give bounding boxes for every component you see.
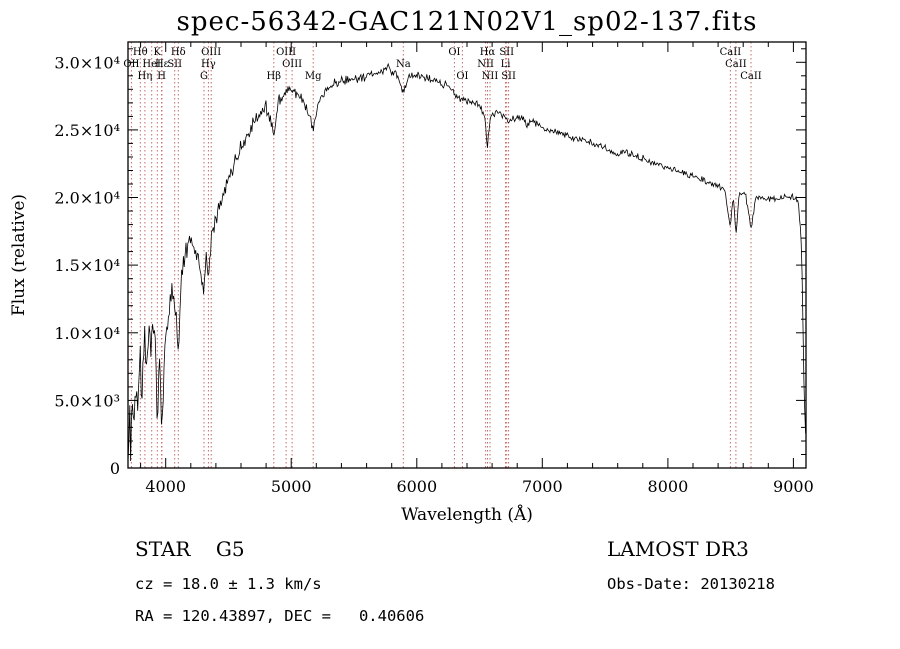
spectral-line-label: CaII	[725, 59, 747, 70]
spectral-line-label: OIII	[201, 47, 221, 58]
y-tick-label: 2.5×10⁴	[54, 121, 120, 140]
spectral-line-label: Hβ	[267, 71, 282, 82]
x-axis-label: Wavelength (Å)	[401, 504, 533, 525]
spectral-line-label: K	[154, 47, 162, 58]
spectral-line-label: Hδ	[171, 47, 186, 58]
spectral-line-label: SII	[501, 71, 516, 82]
spectral-line-label: NII	[482, 71, 499, 82]
spectral-line-label: SII	[499, 47, 514, 58]
spectral-line-label: Na	[396, 59, 411, 70]
spectral-line-label: OIII	[282, 59, 302, 70]
y-tick-label: 2.0×10⁴	[54, 189, 120, 208]
spectral-line-label: Hγ	[201, 59, 216, 70]
plot-frame	[127, 41, 807, 469]
y-tick-label: 1.0×10⁴	[54, 324, 120, 343]
y-tick-label: 5.0×10³	[54, 391, 120, 410]
spectral-line-label: Hθ	[133, 47, 148, 58]
spectral-line-label: OII	[123, 59, 139, 70]
spectral-line-label: Hη	[138, 71, 153, 82]
survey-label: LAMOST DR3	[607, 537, 749, 561]
spectral-line-label: Li	[501, 59, 511, 70]
y-tick-label: 3.0×10⁴	[54, 53, 120, 72]
x-tick-label: 5000	[271, 477, 312, 496]
spectral-line-label: CaII	[720, 47, 742, 58]
x-tick-label: 8000	[648, 477, 689, 496]
spectral-line-label: OIII	[276, 47, 296, 58]
spectral-line-label: Mg	[305, 71, 322, 82]
spectral-line-label: CaII	[740, 71, 762, 82]
spectral-line-label: SII	[167, 59, 182, 70]
chart-layer: 4000 5000 6000 7000 8000 9000 0 5.0×10³ 1.0×10⁴ 1…	[54, 41, 814, 496]
y-tick-label: 1.5×10⁴	[54, 256, 120, 275]
obs-date-label: Obs-Date: 20130218	[607, 575, 775, 593]
y-axis-label: Flux (relative)	[9, 194, 29, 316]
spectral-line-label: Hε	[155, 59, 169, 70]
x-tick-label: 6000	[396, 477, 437, 496]
coords-label: RA = 120.43897, DEC = 0.40606	[135, 607, 424, 625]
x-tick-label: 9000	[773, 477, 814, 496]
x-tick-label: 7000	[522, 477, 563, 496]
spectral-line-label: NII	[477, 59, 494, 70]
cz-label: cz = 18.0 ± 1.3 km/s	[135, 575, 322, 593]
spectral-line-label: OI	[448, 47, 460, 58]
spectrum-line	[128, 62, 806, 462]
spectral-line-label: G	[200, 71, 208, 82]
y-tick-label: 0	[110, 459, 120, 478]
spectral-line-label: HeI	[142, 59, 161, 70]
plot-title: spec-56342-GAC121N02V1_sp02-137.fits	[177, 7, 758, 37]
spectral-line-label: OI	[456, 71, 468, 82]
spectral-line-label: H	[157, 71, 166, 82]
x-tick-label: 4000	[145, 477, 186, 496]
object-class-label: STAR G5	[135, 537, 245, 561]
spectral-line-label: Hα	[480, 47, 496, 58]
